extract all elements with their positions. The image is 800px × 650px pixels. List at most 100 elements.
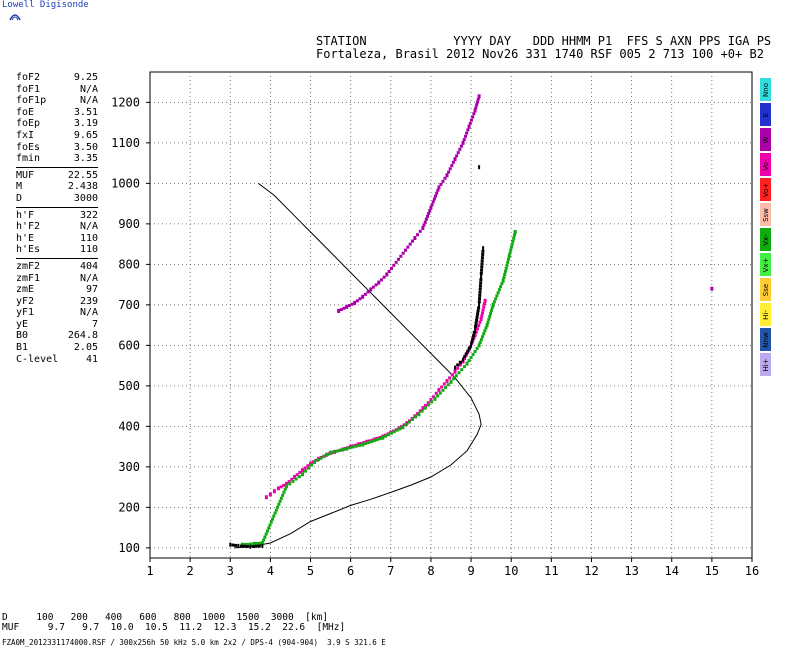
echo-point (332, 450, 336, 454)
y-tick-label: 1000 (111, 176, 140, 190)
echo-point (335, 449, 339, 453)
echo-point (243, 542, 247, 546)
echo-point (392, 263, 396, 267)
param-row: MUF 22.55 (16, 170, 98, 182)
echo-point (267, 526, 271, 530)
echo-point (239, 544, 243, 548)
echo-point (509, 245, 513, 249)
param-row: B1 2.05 (16, 342, 98, 354)
param-row: h'E 110 (16, 233, 98, 245)
echo-point (284, 484, 288, 489)
x-tick-label: 9 (467, 564, 474, 578)
echo-point (375, 438, 379, 442)
echo-point (341, 447, 345, 451)
param-value: N/A (79, 221, 98, 233)
echo-point (499, 285, 503, 289)
echo-point (446, 383, 450, 387)
x-tick-label: 12 (584, 564, 598, 578)
echo-point (448, 167, 452, 171)
echo-point (439, 182, 443, 186)
echo-point (474, 327, 477, 332)
echo-point (511, 239, 515, 243)
echo-point (465, 361, 469, 366)
echo-point (319, 456, 323, 460)
param-row: fxI 9.65 (16, 130, 98, 142)
echo-point (358, 297, 362, 301)
echo-point (325, 453, 329, 457)
echo-point (710, 286, 714, 291)
echo-point (478, 297, 482, 301)
echo-point (433, 396, 437, 401)
legend-item-ssw: Ssw (760, 203, 771, 226)
echo-point (345, 304, 349, 309)
echo-point (297, 475, 301, 479)
param-row: foF2 9.25 (16, 72, 98, 84)
echo-point (454, 374, 458, 378)
echo-point (260, 541, 264, 546)
echo-point (347, 304, 351, 308)
echo-point (443, 176, 447, 180)
echo-point (482, 332, 486, 336)
param-label: zmF1 (16, 272, 41, 284)
echo-point (261, 543, 264, 548)
echo-point (382, 275, 386, 279)
echo-point (272, 514, 276, 518)
echo-point (231, 543, 235, 547)
brand-label: Lowell Digisonde (2, 0, 89, 10)
echo-point (421, 225, 425, 230)
param-row: C-level 41 (16, 354, 98, 366)
x-tick-label: 16 (745, 564, 759, 578)
echo-point (463, 357, 467, 361)
echo-point (495, 294, 499, 298)
echo-point (456, 363, 460, 367)
legend-item-sse: Sse (760, 278, 771, 301)
station-header-line2: Fortaleza, Brasil 2012 Nov26 331 1740 RS… (316, 47, 764, 61)
echo-point (461, 359, 465, 364)
echo-point (242, 544, 246, 548)
param-row: h'F 322 (16, 210, 98, 222)
echo-point (430, 203, 434, 207)
echo-point (478, 290, 482, 294)
echo-point (279, 485, 283, 489)
x-tick-label: 10 (504, 564, 518, 578)
param-row: foF1p N/A (16, 95, 98, 107)
echo-point (450, 164, 454, 168)
echo-point (377, 280, 381, 285)
echo-point (474, 330, 478, 334)
echo-point (237, 543, 240, 548)
echo-point (252, 541, 256, 546)
echo-point (478, 284, 482, 288)
echo-point (465, 131, 469, 135)
echo-point (249, 542, 253, 546)
echo-point (449, 379, 453, 384)
legend-item-vx: Vx+ (760, 253, 771, 276)
y-tick-label: 500 (118, 379, 140, 393)
echo-point (454, 365, 457, 370)
echo-point (467, 124, 471, 129)
echo-point (407, 420, 411, 424)
echo-point (404, 423, 408, 427)
muf-table: D 100 200 400 600 800 1000 1500 3000 [km… (2, 613, 345, 633)
echo-point (502, 276, 506, 280)
echo-point (418, 409, 422, 413)
y-tick-label: 1100 (111, 136, 140, 150)
echo-point (480, 314, 484, 318)
param-value: 3.19 (73, 118, 98, 130)
echo-point (489, 309, 493, 313)
param-label: D (16, 192, 23, 204)
echo-point (342, 306, 346, 310)
param-row: yE 7 (16, 319, 98, 331)
muf-table-muf-row: MUF 9.7 9.7 10.0 10.5 11.2 12.3 15.2 22.… (2, 623, 345, 633)
echo-point (512, 236, 516, 240)
echo-point (389, 431, 393, 435)
param-value: 239 (79, 295, 98, 307)
echo-point (276, 505, 280, 509)
y-tick-label: 100 (118, 541, 140, 555)
echo-point (423, 406, 427, 410)
params-separator (16, 257, 98, 259)
file-info-footer: FZA0M_2012331174000.RSF / 300x256h 50 kH… (2, 638, 386, 647)
echo-point (381, 435, 385, 440)
echo-point (479, 317, 483, 322)
echo-point (447, 170, 451, 174)
echo-point (476, 97, 480, 101)
